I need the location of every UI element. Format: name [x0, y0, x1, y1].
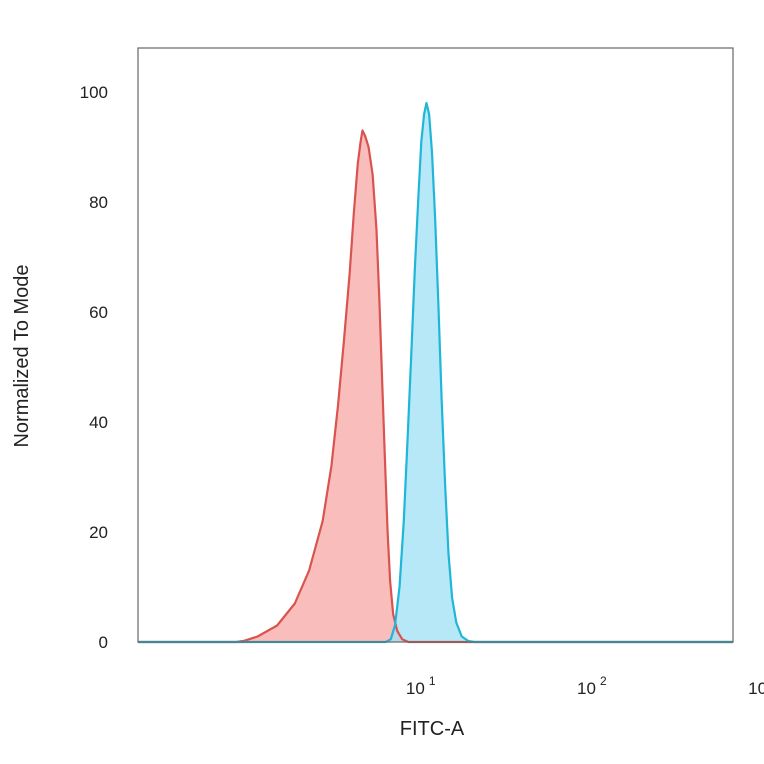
x-tick-label: 10 2: [577, 674, 607, 698]
y-tick-label: 20: [89, 523, 108, 542]
y-tick-label: 60: [89, 303, 108, 322]
x-axis-ticks: 101102103104105: [406, 674, 764, 698]
y-axis-title: Normalized To Mode: [11, 264, 33, 447]
y-tick-label: 40: [89, 413, 108, 432]
y-tick-label: 100: [80, 83, 108, 102]
plot-frame: [137, 47, 734, 643]
histogram-line-1: [138, 129, 733, 644]
histogram-area-2: [138, 103, 733, 642]
x-tick-label: 10 1: [406, 674, 436, 698]
x-tick-label: 103: [748, 674, 764, 698]
histogram-line-2: [138, 101, 733, 644]
y-axis-ticks: 0 20 40 60 80 100: [80, 83, 108, 652]
y-tick-label: 0: [99, 633, 108, 652]
series-layer: [138, 101, 733, 644]
y-tick-label: 80: [89, 193, 108, 212]
x-axis-title: FITC-A: [400, 718, 465, 740]
